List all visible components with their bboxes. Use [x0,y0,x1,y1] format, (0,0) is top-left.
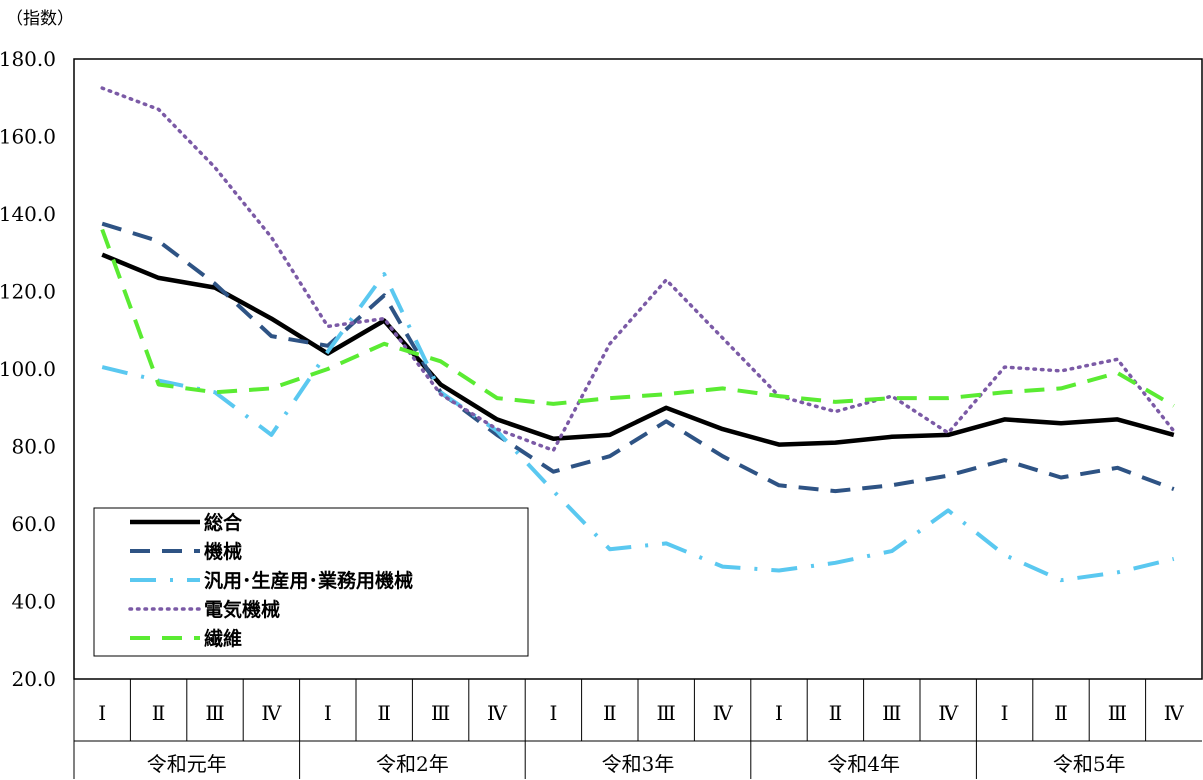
quarter-label: Ⅱ [829,701,843,725]
legend-label-3: 電気機械 [204,598,280,621]
quarter-label: Ⅰ [775,701,783,725]
year-label: 令和2年 [376,752,449,776]
year-label: 令和5年 [1053,752,1126,776]
series-line-1 [101,221,1175,494]
quarter-label: Ⅱ [1054,701,1068,725]
x-axis-table: Ⅰ Ⅱ Ⅲ Ⅳ Ⅰ Ⅱ Ⅲ Ⅳ Ⅰ Ⅱ Ⅲ Ⅳ Ⅰ Ⅱ Ⅲ Ⅳ Ⅰ Ⅱ Ⅲ Ⅳ 令和元年 令和2年 令和3年 令和4年 令和5年 [73,679,1202,779]
quarter-label: Ⅱ [152,701,166,725]
y-tick-label: 140.0 [0,202,56,226]
quarter-label: Ⅰ [1001,701,1009,725]
quarter-label: Ⅲ [205,701,224,725]
y-tick-label: 100.0 [0,357,56,381]
legend-box [93,507,529,657]
quarter-label: Ⅳ [1164,701,1185,725]
quarter-label: Ⅰ [324,701,332,725]
quarter-label: Ⅲ [431,701,450,725]
quarter-label: Ⅲ [657,701,676,725]
year-label: 令和3年 [602,752,675,776]
quarter-label: Ⅱ [603,701,617,725]
legend-label-0: 総合 [204,511,243,534]
plot-frame [73,58,1203,680]
quarter-label: Ⅲ [882,701,901,725]
quarter-label: Ⅱ [377,701,391,725]
quarter-label: Ⅲ [1108,701,1127,725]
year-label: 令和元年 [147,752,227,776]
y-tick-label: 60.0 [11,512,56,536]
legend-label-2: 汎用･生産用･業務用機械 [204,569,413,592]
y-tick-label: 80.0 [11,435,56,459]
quarter-label: Ⅳ [938,701,959,725]
quarter-label: Ⅳ [261,701,282,725]
y-axis-ticks: 20.0 40.0 60.0 80.0 100.0 120.0 140.0 160.0 180.… [0,47,56,691]
quarter-label: Ⅰ [549,701,557,725]
series-line-0 [101,252,1175,447]
unit-label: （指数） [6,9,74,29]
y-tick-label: 160.0 [0,125,56,149]
quarter-label: Ⅳ [487,701,508,725]
y-tick-label: 120.0 [0,280,56,304]
legend-label-4: 繊維 [204,627,242,650]
y-tick-label: 20.0 [11,667,56,691]
series-line-2 [101,272,1175,583]
y-tick-label: 180.0 [0,47,56,71]
series-lines [100,86,1176,583]
quarter-label: Ⅳ [713,701,734,725]
year-label: 令和4年 [827,752,900,776]
legend-label-1: 機械 [204,540,242,563]
series-line-3 [100,86,1176,453]
quarter-label: Ⅰ [98,701,106,725]
y-tick-label: 40.0 [11,590,56,614]
series-line-4 [100,228,1175,408]
